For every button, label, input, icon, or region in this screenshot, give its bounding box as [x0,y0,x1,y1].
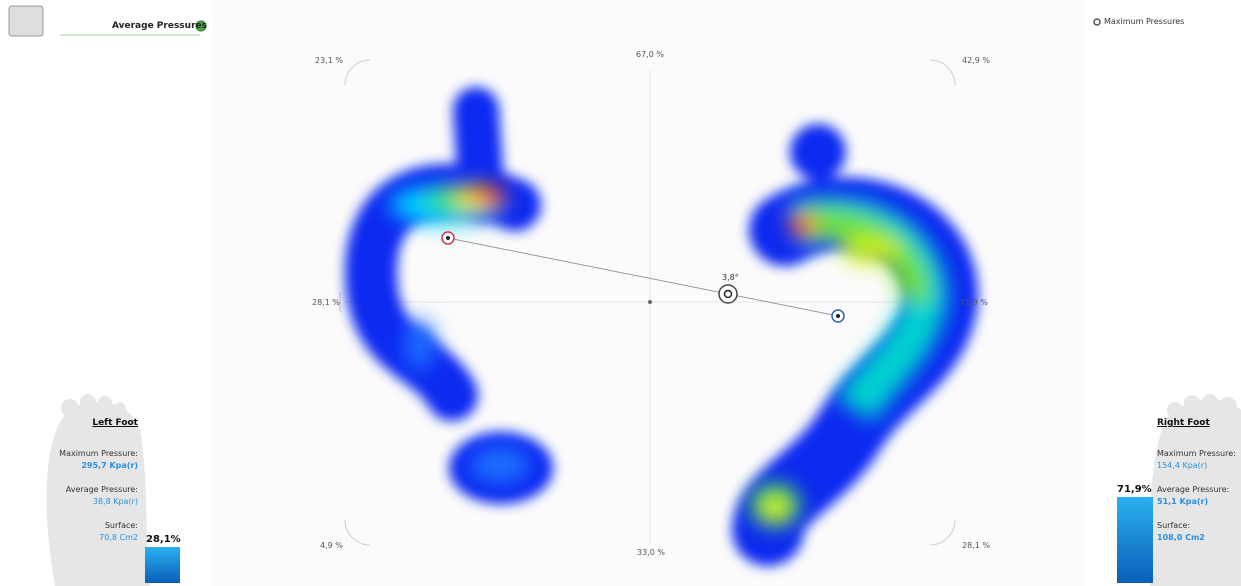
top-center-pct: 67,0 % [636,50,664,59]
right-foot-title: Right Foot [1157,418,1210,428]
angle: 3,8° [722,273,739,282]
max-icon[interactable] [1093,18,1101,26]
right-foot-panel: Right Foot Maximum Pressure: 154,4 Kpa(r… [1157,418,1237,542]
left-surface-value: 70,8 Cm2 [99,533,138,542]
logo [8,5,44,37]
left-max-value: 295,7 Kpa(r) [81,461,138,470]
center-dot [648,300,652,304]
average-label[interactable]: Average Pressures [112,21,207,31]
right-foot-heatmap [732,124,978,566]
bottom-right-pct: 28,1 % [962,541,990,550]
balance-line [447,237,839,317]
left-foot-title: Left Foot [92,418,138,428]
left-avg-value: 38,8 Kpa(r) [92,497,138,506]
top-left-pct: 23,1 % [315,56,343,65]
right-max-value: 154,4 Kpa(r) [1157,461,1208,470]
right-share: 71,9% [1117,484,1152,495]
maximum-label[interactable]: Maximum Pressures [1104,17,1185,26]
mid-left-pct: 28,1 % [312,298,340,307]
global-cop[interactable] [718,284,738,304]
right-surface-label: Surface: [1157,521,1191,530]
right-max-label: Maximum Pressure: [1157,449,1236,458]
left-avg-label: Average Pressure: [65,485,138,494]
top-right-pct: 42,9 % [962,56,990,65]
left-share-bar [145,547,180,583]
mid-right-pct: 71,9 % [960,298,988,307]
status-dot[interactable] [195,20,207,32]
left-share: 28,1% [146,534,181,545]
right-surface-value: 108,0 Cm2 [1157,533,1205,542]
corner-brackets [339,59,956,546]
left-cop-dot [446,236,450,240]
bottom-center-pct: 33,0 % [637,548,665,557]
foot-silhouettes [46,394,1241,586]
right-avg-label: Average Pressure: [1157,485,1230,494]
left-surface-label: Surface: [104,521,138,530]
global-cop-inner [723,289,733,299]
left-foot-panel: Left Foot Maximum Pressure: 295,7 Kpa(r)… [40,418,138,542]
left-max-label: Maximum Pressure: [59,449,138,458]
left-foot-heatmap [345,87,553,504]
right-cop-dot [836,314,840,318]
right-avg-value: 51,1 Kpa(r) [1157,497,1209,506]
bottom-left-pct: 4,9 % [320,541,343,550]
right-share-bar [1117,497,1153,583]
